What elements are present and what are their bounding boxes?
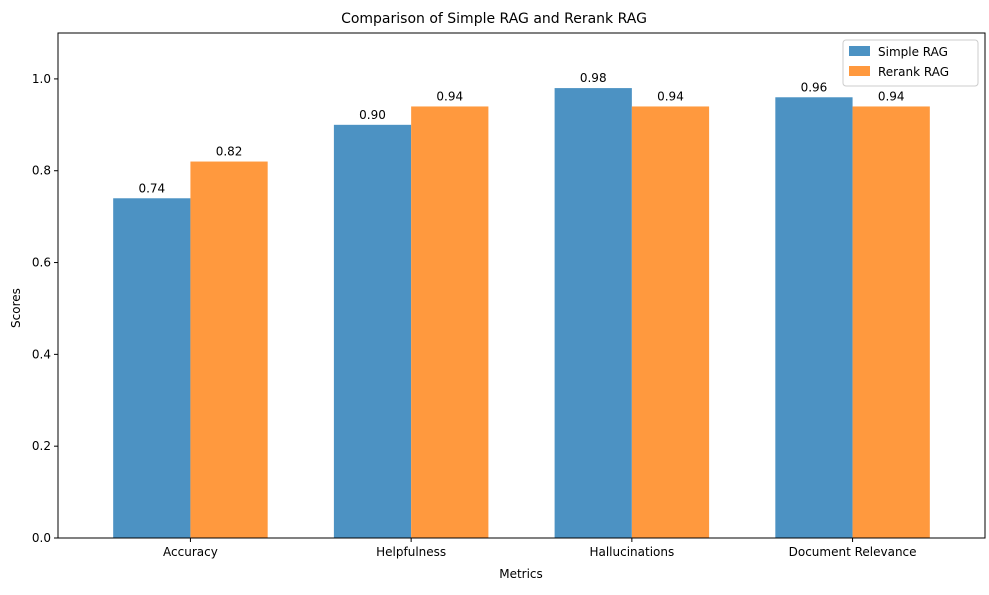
y-tick-label-2: 0.4 bbox=[32, 347, 51, 361]
data-label-simple-rag-0: 0.74 bbox=[138, 181, 165, 195]
data-label-rerank-rag-2: 0.94 bbox=[657, 89, 684, 103]
x-tick-label-1: Helpfulness bbox=[376, 545, 446, 559]
y-tick-label-3: 0.6 bbox=[32, 256, 51, 270]
x-axis-label: Metrics bbox=[499, 567, 543, 581]
y-tick-label-5: 1.0 bbox=[32, 72, 51, 86]
legend-box bbox=[842, 39, 979, 87]
data-label-simple-rag-3: 0.96 bbox=[801, 80, 828, 94]
bar-simple-rag-1 bbox=[333, 124, 412, 539]
y-tick-label-4: 0.8 bbox=[32, 164, 51, 178]
legend: Simple RAG Rerank RAG bbox=[842, 39, 979, 87]
y-tick-label-0: 0.0 bbox=[32, 531, 51, 545]
x-tick-label-3: Document Relevance bbox=[789, 545, 917, 559]
legend-label-rerank-rag: Rerank RAG bbox=[878, 65, 949, 79]
bar-simple-rag-2 bbox=[554, 88, 632, 538]
legend-label-simple-rag: Simple RAG bbox=[878, 45, 948, 59]
bar-rerank-rag-2 bbox=[631, 106, 710, 539]
x-tick-label-2: Hallucinations bbox=[589, 545, 674, 559]
data-label-rerank-rag-0: 0.82 bbox=[216, 145, 243, 159]
plot-area: 0.74 0.90 0.98 0.96 0.82 0.94 0.94 0.94 0.0 0.2 0.… bbox=[32, 32, 986, 559]
y-tick-label-1: 0.2 bbox=[32, 439, 51, 453]
legend-swatch-rerank-rag bbox=[849, 66, 870, 76]
legend-swatch-simple-rag bbox=[849, 46, 870, 56]
y-axis-label: Scores bbox=[9, 288, 23, 328]
bar-simple-rag-0 bbox=[113, 198, 191, 539]
bar-simple-rag-3 bbox=[775, 97, 853, 538]
data-label-rerank-rag-1: 0.94 bbox=[436, 89, 463, 103]
x-tick-label-0: Accuracy bbox=[163, 545, 218, 559]
bar-rerank-rag-1 bbox=[411, 106, 489, 539]
data-label-rerank-rag-3: 0.94 bbox=[878, 89, 905, 103]
bar-rerank-rag-0 bbox=[190, 161, 268, 538]
data-label-simple-rag-2: 0.98 bbox=[580, 71, 607, 85]
data-label-simple-rag-1: 0.90 bbox=[359, 108, 386, 122]
bar-rerank-rag-3 bbox=[852, 106, 930, 539]
chart-title: Comparison of Simple RAG and Rerank RAG bbox=[341, 11, 647, 27]
plot-frame bbox=[57, 32, 986, 539]
